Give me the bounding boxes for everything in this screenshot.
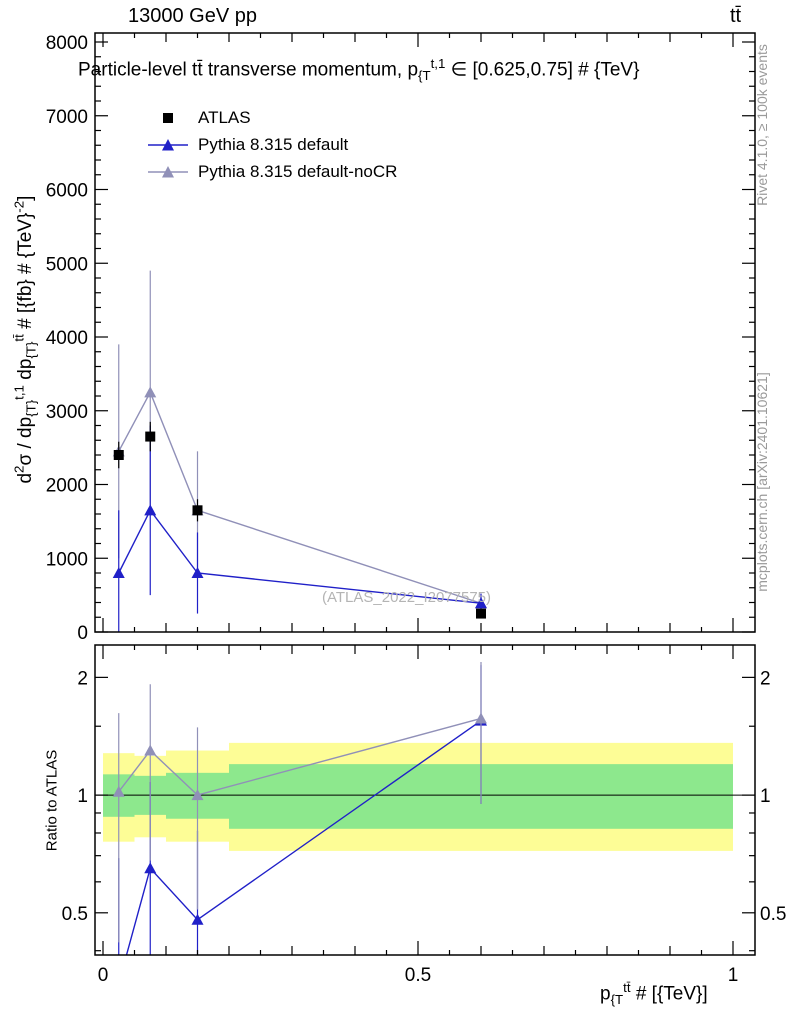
tick-marks [95,33,755,955]
label-part: -2 [11,200,27,213]
legend-marker-pythia-default-icon [148,138,188,150]
tick-label: 0.5 [760,904,786,925]
label-part: # [{TeV}] [630,983,708,1005]
data-marker [475,597,487,609]
legend: ATLAS Pythia 8.315 default Pythia 8.315 … [146,104,397,185]
legend-item-pythia-nocr: Pythia 8.315 default-noCR [146,158,397,185]
tick-labels: 0 1000 2000 3000 4000 5000 6000 7000 8000 0.5 0.5 1… [46,33,786,986]
legend-item-pythia-default: Pythia 8.315 default [146,131,397,158]
legend-square-glyph [163,112,173,123]
data-marker [476,608,486,619]
tick-label: 6000 [46,181,88,202]
legend-label-atlas: ATLAS [198,107,251,127]
top-series-1 [112,425,487,632]
header-beam-energy: 13000 GeV pp [128,5,257,27]
observable-title-base: Particle-level tt̄ transverse momentum, … [78,59,419,81]
label-part: 2 [11,465,27,473]
legend-marker-atlas-icon [163,112,173,123]
top-panel-frame [94,32,756,633]
tick-label: 7000 [46,107,88,128]
label-part: ] [14,195,36,201]
data-marker [144,862,157,874]
observable-title-sub: {T [418,68,431,84]
data-marker [113,977,125,988]
top-series-0 [113,421,486,619]
data-marker [192,505,203,516]
tick-label: 1 [728,965,739,986]
mcplots-arxiv-note: mcplots.cern.ch [arXiv:2401.10621] [754,372,770,592]
label-part: t,1 [11,385,27,400]
analysis-id-watermark: (ATLAS_2022_I2077575) [322,589,492,606]
label-part: {T} [23,399,39,417]
legend-triangle-glyph [162,138,174,150]
y-axis-label-top: d2σ / dp{T}t,1 dp{T}tt̄ # [{fb} # {TeV}-… [11,35,38,645]
label-part: tt̄ [623,980,631,995]
label-part: dp [14,358,36,386]
series-line [125,720,482,955]
series-line [118,717,482,796]
tick-label: 1 [77,786,88,807]
data-marker [191,567,204,578]
legend-label-pythia-default: Pythia 8.315 default [198,134,349,154]
header-process: tt̄ [730,5,742,27]
observable-title-sup: t,1 [430,56,446,71]
series-line [118,390,482,604]
ratio-panel-frame [94,644,756,956]
data-marker [191,789,204,801]
data-marker [144,386,157,398]
legend-item-atlas: ATLAS [146,104,397,131]
observable-title-rest: ∈ [0.625,0.75] # {TeV} [445,59,640,81]
label-part: tt̄ [11,334,27,342]
label-part: {T} [23,341,39,359]
data-marker [144,744,157,756]
data-marker [113,450,124,460]
label-part: # [{fb} # {TeV} [14,212,36,335]
legend-marker-pythia-nocr-icon [148,165,188,177]
data-marker [191,913,204,925]
x-axis-label: p{Ttt̄ # [{TeV}] [600,980,708,1007]
tick-label: 4000 [46,328,88,349]
ratio-series-2 [112,661,487,943]
label-part: p [600,983,611,1005]
label-part: σ / dp [14,416,36,466]
tick-label: 0 [77,623,88,644]
tick-label: 2 [77,668,88,689]
data-marker [112,785,125,797]
top-series-2 [112,270,487,613]
y-axis-label-ratio: Ratio to ATLAS [43,749,61,852]
label-part: {T [610,992,624,1008]
rivet-version-note: Rivet 4.1.0, ≥ 100k events [754,44,770,206]
label-part: d [14,472,36,484]
series-line [118,508,482,604]
legend-label-pythia-nocr: Pythia 8.315 default-noCR [198,161,398,181]
data-marker [145,431,156,442]
tick-label: 0 [98,965,109,986]
tick-label: 2000 [46,476,88,497]
tick-label: 2 [760,668,771,689]
tick-label: 0.5 [405,965,431,986]
legend-triangle-glyph [162,165,174,177]
tick-label: 5000 [46,254,88,275]
tick-label: 3000 [46,402,88,423]
data-marker [144,504,157,516]
tick-label: 1 [760,786,771,807]
observable-title: Particle-level tt̄ transverse momentum, … [78,56,639,83]
tick-label: 8000 [46,33,88,54]
tick-label: 1000 [46,549,88,570]
data-marker [112,567,125,578]
tick-label: 0.5 [62,904,88,925]
data-marker [475,712,487,724]
